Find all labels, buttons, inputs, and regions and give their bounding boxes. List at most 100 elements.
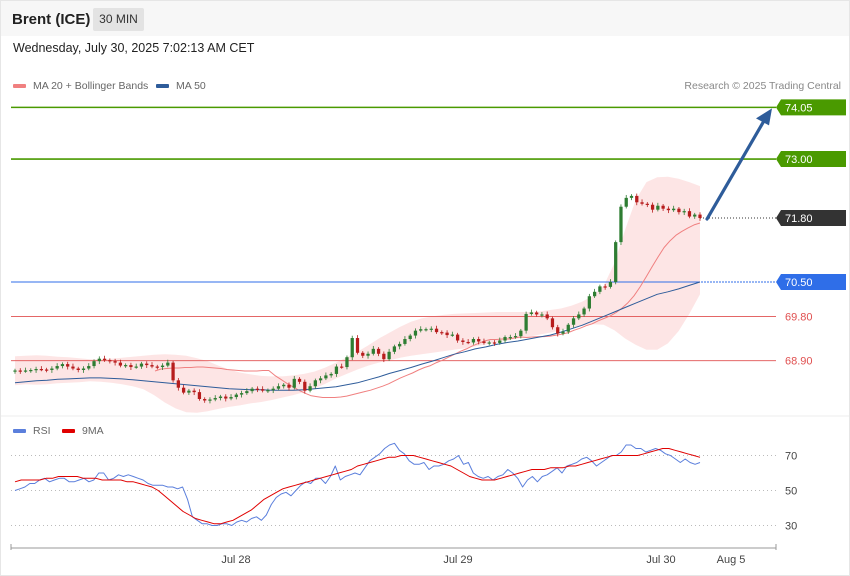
candle-body [355, 338, 360, 353]
candle-body [434, 328, 439, 333]
candle-body [656, 205, 660, 210]
candle-body [192, 390, 196, 393]
level-label-69-80: 69.80 [785, 311, 813, 323]
bollinger-band-fill [15, 176, 700, 413]
candle-body [519, 330, 523, 337]
research-credit: Research © 2025 Trading Central [684, 80, 841, 92]
candle-body [234, 394, 238, 398]
candle-body [224, 396, 228, 399]
target-arrow-shaft [705, 115, 768, 221]
candle-body [166, 362, 170, 366]
candle-body [540, 314, 544, 316]
candle-body [76, 368, 80, 370]
candle-body [640, 202, 644, 204]
candle-body [666, 208, 671, 211]
candle-body [66, 364, 70, 367]
level-tag-73-00 [776, 151, 846, 168]
candle-body [619, 206, 623, 243]
candle-body [566, 324, 570, 332]
candle-body [424, 329, 428, 331]
candle-body [624, 197, 628, 207]
level-tag-71-80 [776, 210, 846, 227]
candle-body [176, 380, 180, 388]
candle-body [614, 242, 618, 282]
candle-body [39, 369, 43, 371]
legend-rsi-label: RSI [33, 425, 51, 437]
candle-body [693, 214, 697, 217]
candle-body [398, 343, 402, 347]
candle-body [271, 388, 275, 391]
candle-body [308, 386, 312, 391]
candle-body [60, 364, 65, 367]
candle-body [429, 328, 433, 330]
candle-body [282, 384, 286, 387]
legend-rsi: RSI [13, 425, 51, 437]
candle-body [608, 281, 613, 287]
candle-body [508, 337, 512, 339]
time-tick-jul-30: Jul 30 [646, 554, 675, 566]
candle-body [171, 362, 175, 381]
candle-body [145, 363, 149, 366]
rsi-swatch [13, 429, 26, 433]
candle-body [592, 291, 597, 297]
candle-body [492, 342, 497, 344]
candle-body [371, 348, 375, 354]
candle-body [13, 370, 17, 372]
candle-body [313, 380, 317, 387]
level-label-68-90: 68.90 [785, 356, 813, 368]
candle-body [261, 389, 265, 391]
ma20-swatch [13, 84, 26, 88]
time-tick-jul-28: Jul 28 [221, 554, 250, 566]
candle-body [445, 332, 449, 336]
candle-body [208, 399, 212, 401]
candle-body [108, 360, 112, 362]
candle-body [113, 361, 117, 363]
candle-body [239, 393, 244, 395]
candle-body [334, 366, 339, 374]
candle-body [18, 370, 22, 372]
candle-body [203, 399, 207, 401]
candle-body [23, 370, 28, 372]
candle-body [218, 396, 223, 399]
moving-averages [14, 222, 701, 398]
candle-body [687, 211, 692, 217]
candle-body [408, 335, 412, 340]
candle-body [677, 208, 681, 213]
candle-body [455, 334, 460, 341]
candle-body [582, 308, 586, 315]
timeframe-badge[interactable]: 30 MIN [93, 8, 144, 31]
timestamp: Wednesday, July 30, 2025 7:02:13 AM CET [13, 41, 255, 55]
candle-body [471, 339, 476, 343]
candle-body [387, 351, 391, 360]
candle-body [598, 286, 602, 292]
rsi-ma-line [14, 448, 701, 525]
candle-body [229, 397, 233, 399]
candle-body [419, 329, 423, 331]
time-tick-aug-5: Aug 5 [717, 554, 746, 566]
legend-ma20-label: MA 20 + Bollinger Bands [33, 80, 149, 92]
candle-body [118, 362, 123, 366]
candle-body [350, 338, 354, 358]
candle-body [503, 337, 507, 341]
candle-body [477, 339, 481, 342]
candlesticks [13, 193, 702, 404]
candle-body [682, 211, 686, 213]
candle-body [635, 195, 639, 203]
candle-body [529, 312, 534, 314]
candle-body [498, 340, 502, 343]
candle-body [129, 365, 133, 368]
rsi-tick-50: 50 [785, 486, 797, 498]
rsi-ma-swatch [62, 429, 75, 433]
legend-ma50: MA 50 [156, 80, 206, 92]
candle-body [155, 366, 159, 368]
candle-body [266, 390, 270, 392]
target-arrow-head [756, 108, 772, 126]
candle-body [97, 358, 101, 362]
candle-body [487, 342, 491, 344]
candle-body [672, 208, 676, 211]
price-levels: 74.05 73.00 71.80 70.50 69.80 68.90 [11, 99, 846, 368]
candle-body [461, 340, 465, 342]
candle-body [482, 341, 486, 343]
candle-body [150, 365, 154, 367]
